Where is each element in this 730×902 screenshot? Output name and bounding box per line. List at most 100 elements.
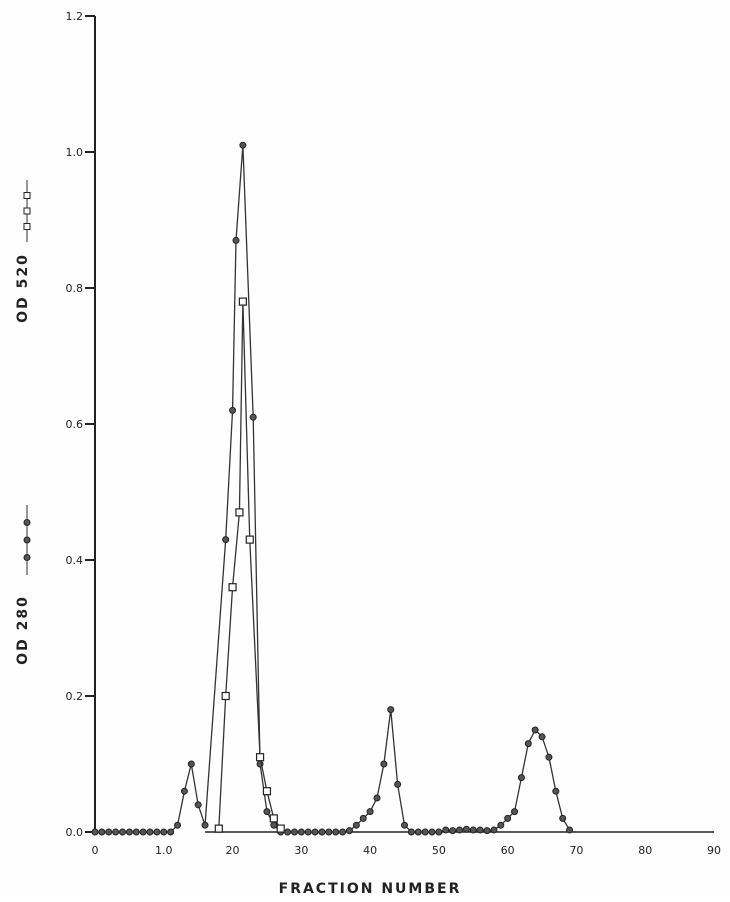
data-point-circle — [332, 828, 340, 836]
data-point-square — [228, 583, 237, 592]
data-point-square — [255, 753, 265, 762]
legend-square — [23, 192, 31, 199]
x-tick-label: 40 — [363, 844, 377, 857]
y-tick-label: 0.4 — [66, 554, 84, 567]
legend-od520-icon — [23, 180, 31, 242]
data-point-circle — [456, 826, 464, 834]
data-point-circle — [352, 821, 360, 829]
data-point-square — [269, 814, 278, 823]
data-point-circle — [229, 406, 237, 414]
x-tick-label: 80 — [638, 844, 652, 857]
data-point-circle — [449, 827, 457, 835]
data-point-circle — [435, 828, 443, 836]
data-point-circle — [511, 808, 519, 816]
label-layer: FRACTION NUMBER OD 520 OD 280 — [15, 253, 462, 897]
data-point-square — [276, 824, 285, 833]
data-point-circle — [359, 814, 367, 822]
data-point-circle — [545, 753, 553, 761]
series-layer — [91, 141, 574, 836]
data-point-circle — [428, 828, 436, 836]
axes-layer: 0.0 0.2 0.4 0.6 0.8 1.0 1.2 0 1.0 20 30 40 50 60 70 80 9… — [23, 10, 721, 857]
y-tick-label: 0.6 — [66, 418, 84, 431]
data-point-circle — [112, 828, 120, 836]
data-point-circle — [304, 828, 312, 836]
y-tick-label: 0.0 — [66, 826, 84, 839]
data-point-circle — [201, 821, 209, 829]
data-point-circle — [239, 141, 247, 149]
data-point-circle — [469, 826, 477, 834]
data-point-circle — [552, 787, 560, 795]
data-point-circle — [119, 828, 127, 836]
data-point-circle — [311, 828, 319, 836]
data-point-circle — [387, 706, 395, 714]
data-point-circle — [125, 828, 133, 836]
data-point-circle — [297, 828, 305, 836]
data-point-circle — [517, 774, 525, 782]
x-tick-label: 30 — [294, 844, 308, 857]
data-point-square — [214, 824, 223, 833]
y-tick-label: 0.2 — [66, 690, 84, 703]
data-point-circle — [139, 828, 147, 836]
legend-square — [23, 223, 31, 230]
data-point-square — [245, 535, 254, 544]
data-point-circle — [339, 828, 347, 836]
y-tick-label: 0.8 — [66, 282, 84, 295]
data-point-square — [235, 508, 244, 517]
series-circle — [91, 141, 574, 836]
y-axis-title-bottom: OD 280 — [15, 595, 31, 665]
data-point-circle — [249, 413, 257, 421]
data-point-circle — [373, 794, 381, 802]
data-point-circle — [345, 827, 353, 835]
data-point-circle — [524, 740, 532, 748]
series-line — [218, 301, 282, 829]
data-point-circle — [504, 814, 512, 822]
data-point-circle — [284, 828, 292, 836]
data-point-circle — [263, 808, 271, 816]
legend-od280-icon — [23, 505, 31, 575]
data-point-circle — [318, 828, 326, 836]
legend-circle — [23, 554, 31, 561]
data-point-square — [238, 297, 247, 306]
data-point-circle — [366, 808, 374, 816]
y-axis-title-top: OD 520 — [15, 253, 31, 323]
data-point-circle — [476, 826, 484, 834]
data-point-circle — [421, 828, 429, 836]
data-point-circle — [566, 826, 574, 834]
x-tick-label: 70 — [569, 844, 583, 857]
data-point-circle — [442, 826, 450, 834]
data-point-circle — [270, 821, 278, 829]
data-point-circle — [380, 760, 388, 768]
data-point-circle — [132, 828, 140, 836]
data-point-circle — [497, 821, 505, 829]
data-point-circle — [414, 828, 422, 836]
legend-circle — [23, 519, 31, 526]
data-point-circle — [187, 760, 195, 768]
data-point-circle — [531, 726, 539, 734]
data-point-circle — [194, 801, 202, 809]
data-point-circle — [407, 828, 415, 836]
legend-square — [23, 207, 31, 215]
x-tick-label: 60 — [501, 844, 515, 857]
data-point-circle — [483, 827, 491, 835]
data-point-circle — [174, 821, 182, 829]
data-point-circle — [105, 828, 113, 836]
data-point-circle — [401, 821, 408, 829]
x-tick-label: 0 — [92, 844, 99, 857]
data-point-circle — [167, 828, 175, 836]
series-line — [95, 145, 571, 833]
data-point-circle — [153, 828, 161, 836]
data-point-circle — [180, 787, 188, 795]
x-tick-label: 50 — [432, 844, 446, 857]
data-point-circle — [462, 825, 470, 833]
data-point-circle — [538, 733, 546, 741]
data-point-circle — [91, 828, 99, 836]
x-tick-label: 90 — [707, 844, 721, 857]
data-point-circle — [490, 826, 498, 834]
data-point-circle — [394, 780, 402, 788]
x-axis-title: FRACTION NUMBER — [279, 881, 462, 897]
data-point-square — [221, 691, 230, 701]
data-point-circle — [222, 536, 230, 544]
data-point-square — [262, 787, 272, 796]
